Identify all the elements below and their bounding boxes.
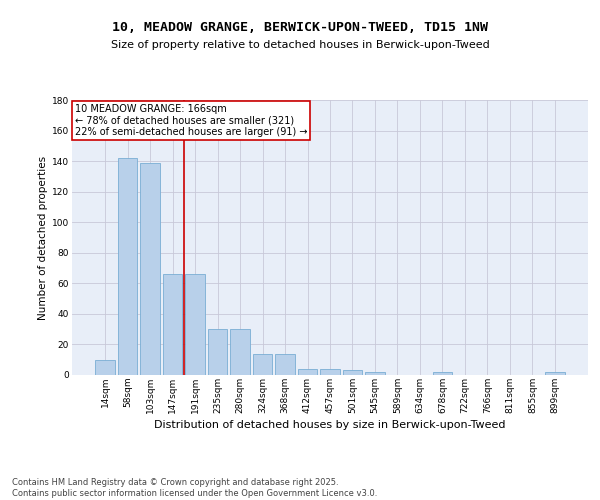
Bar — [163, 274, 182, 375]
Bar — [230, 329, 250, 375]
Bar — [95, 360, 115, 375]
Bar — [140, 162, 160, 375]
Bar — [275, 354, 295, 375]
Bar — [433, 372, 452, 375]
Text: 10 MEADOW GRANGE: 166sqm
← 78% of detached houses are smaller (321)
22% of semi-: 10 MEADOW GRANGE: 166sqm ← 78% of detach… — [74, 104, 307, 138]
Bar — [298, 369, 317, 375]
Bar — [545, 372, 565, 375]
Text: Contains HM Land Registry data © Crown copyright and database right 2025.
Contai: Contains HM Land Registry data © Crown c… — [12, 478, 377, 498]
Bar — [185, 274, 205, 375]
Y-axis label: Number of detached properties: Number of detached properties — [38, 156, 48, 320]
Bar — [343, 370, 362, 375]
Bar — [118, 158, 137, 375]
X-axis label: Distribution of detached houses by size in Berwick-upon-Tweed: Distribution of detached houses by size … — [154, 420, 506, 430]
Bar — [365, 372, 385, 375]
Text: 10, MEADOW GRANGE, BERWICK-UPON-TWEED, TD15 1NW: 10, MEADOW GRANGE, BERWICK-UPON-TWEED, T… — [112, 21, 488, 34]
Bar — [320, 369, 340, 375]
Text: Size of property relative to detached houses in Berwick-upon-Tweed: Size of property relative to detached ho… — [110, 40, 490, 50]
Bar — [253, 354, 272, 375]
Bar — [208, 329, 227, 375]
